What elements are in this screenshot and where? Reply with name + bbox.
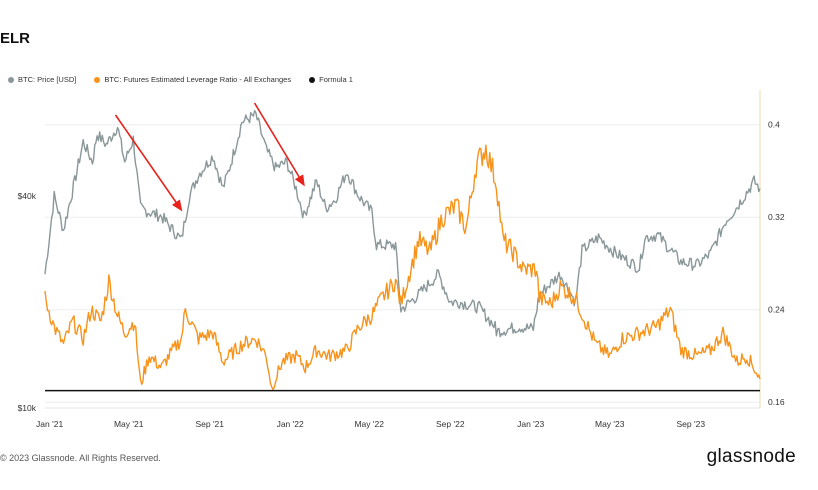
legend-item-formula[interactable]: Formula 1 xyxy=(309,75,353,84)
legend-dot-formula xyxy=(309,76,316,83)
glassnode-logo: glassnode xyxy=(706,446,796,467)
legend-label-price: BTC: Price [USD] xyxy=(18,75,77,84)
x-tick-label: Sep '21 xyxy=(195,419,224,429)
x-tick-label: Sep '22 xyxy=(436,419,465,429)
copyright-text: © 2023 Glassnode. All Rights Reserved. xyxy=(0,453,161,463)
legend-dot-price xyxy=(8,76,14,83)
x-tick-label: May '23 xyxy=(595,419,625,429)
y-left-tick-label: $10k xyxy=(18,403,37,413)
legend-label-formula: Formula 1 xyxy=(319,75,353,84)
red-arrow-annotation xyxy=(253,102,305,187)
series-line-leverage-ratio xyxy=(44,144,761,391)
x-tick-label: Sep '23 xyxy=(677,419,706,429)
x-tick-label: Jan '21 xyxy=(36,419,63,429)
y-left-tick-label: $40k xyxy=(18,191,37,201)
legend-dot-elr xyxy=(94,76,101,83)
legend-item-price[interactable]: BTC: Price [USD] xyxy=(8,75,76,84)
legend-label-elr: BTC: Futures Estimated Leverage Ratio - … xyxy=(104,75,292,84)
chart-title: ELR xyxy=(0,30,30,47)
y-right-tick-label: 0.24 xyxy=(768,305,785,315)
legend: BTC: Price [USD] BTC: Futures Estimated … xyxy=(8,75,353,84)
x-tick-label: Jan '23 xyxy=(517,419,544,429)
x-tick-label: May '22 xyxy=(354,419,384,429)
series-line-btc-price xyxy=(44,109,761,338)
chart-plot: $10k $40k 0.16 0.24 0.32 0.4 Jan '21 May '21 Sep… xyxy=(18,90,785,429)
x-tick-label: May '21 xyxy=(114,419,144,429)
red-arrow-annotation xyxy=(114,114,183,212)
y-right-tick-label: 0.32 xyxy=(768,212,785,222)
y-right-tick-label: 0.4 xyxy=(768,120,780,130)
y-right-tick-label: 0.16 xyxy=(768,397,785,407)
x-tick-label: Jan '22 xyxy=(277,419,304,429)
legend-item-elr[interactable]: BTC: Futures Estimated Leverage Ratio - … xyxy=(94,75,291,84)
